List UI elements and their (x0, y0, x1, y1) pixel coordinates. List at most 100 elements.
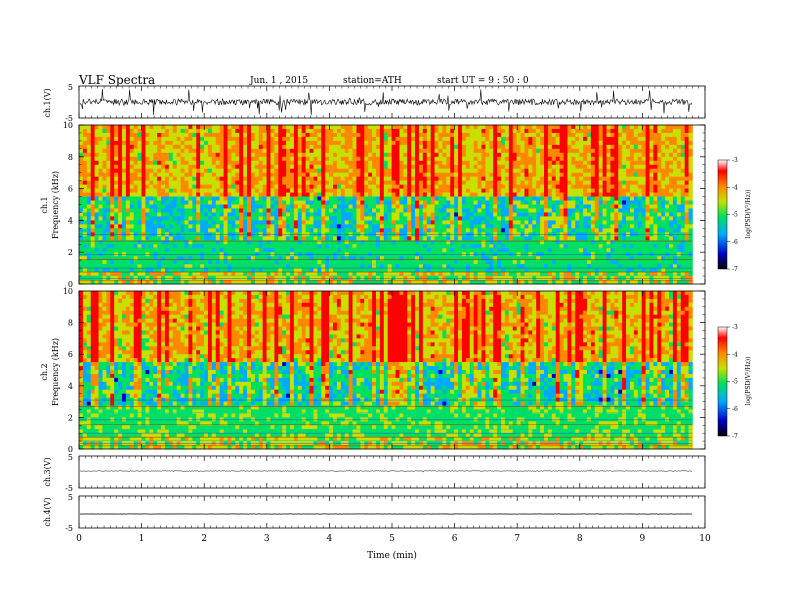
spectrogram-cell (387, 240, 392, 245)
spectrogram-cell (579, 240, 584, 245)
spectrogram-cell (516, 180, 521, 185)
spectrogram-cell (379, 144, 385, 150)
spectrogram-cell (344, 240, 349, 245)
spectrogram-cell (153, 148, 158, 154)
spectrogram-cell (438, 172, 443, 177)
spectrogram-cell (672, 180, 678, 185)
spectrogram-cell (90, 168, 95, 173)
spectrogram-cell (403, 188, 408, 193)
spectrogram-cell (516, 220, 521, 225)
spectrogram-cell (407, 196, 412, 201)
spectrogram-cell (114, 168, 119, 173)
spectrogram-cell (516, 176, 521, 181)
spectrogram-cell (399, 172, 404, 177)
spectrogram-cell (321, 212, 326, 217)
spectrogram-cell (329, 248, 334, 253)
spectrogram-cell (504, 224, 510, 229)
spectrogram-cell (192, 220, 197, 225)
spectrogram-cell (594, 156, 599, 162)
spectrogram-cell (680, 228, 685, 233)
spectrogram-cell (274, 164, 279, 170)
spectrogram-cell (329, 204, 334, 209)
spectrogram-cell (141, 136, 146, 142)
spectrogram-cell (278, 152, 283, 158)
spectrogram-cell (594, 144, 599, 150)
spectrogram-cell (684, 164, 689, 170)
spectrogram-cell (79, 200, 84, 205)
spectrogram-cell (118, 164, 123, 170)
spectrogram-cell (524, 156, 529, 162)
spectrogram-cell (344, 160, 349, 166)
spectrogram-cell (458, 224, 463, 229)
spectrogram-cell (434, 180, 439, 185)
spectrogram-cell (258, 152, 263, 158)
spectrogram-cell (543, 180, 549, 185)
spectrogram-cell (536, 184, 541, 189)
spectrogram-cell (672, 148, 678, 154)
spectrogram-cell (520, 212, 525, 217)
spectrogram-cell (235, 132, 240, 138)
spectrogram-cell (172, 180, 177, 185)
spectrogram-cell (567, 192, 572, 197)
spectrogram-cell (94, 192, 99, 197)
spectrogram-cell (481, 220, 486, 225)
spectrogram-cell (477, 196, 482, 201)
spectrogram-cell (579, 244, 584, 249)
spectrogram-cell (594, 184, 599, 189)
spectrogram-cell (379, 224, 385, 229)
spectrogram-cell (649, 152, 654, 158)
spectrogram-cell (395, 164, 400, 170)
spectrogram-cell (200, 240, 205, 245)
spectrogram-cell (254, 180, 260, 185)
spectrogram-cell (610, 216, 615, 221)
spectrogram-cell (426, 224, 431, 229)
spectrogram-cell (141, 236, 146, 241)
spectrogram-cell (192, 140, 197, 146)
spectrogram-cell (164, 172, 170, 177)
spectrogram-cell (477, 176, 482, 181)
spectrogram-cell (446, 136, 451, 142)
spectrogram-cell (125, 200, 131, 205)
spectrogram-cell (129, 172, 135, 177)
spectrogram-cell (375, 184, 381, 189)
spectrogram-cell (168, 140, 174, 146)
spectrogram-cell (258, 212, 263, 217)
spectrogram-cell (446, 204, 451, 209)
spectrogram-cell (680, 132, 685, 138)
spectrogram-cell (602, 192, 607, 197)
spectrogram-cell (125, 192, 131, 197)
spectrogram-cell (282, 184, 287, 189)
spectrogram-cell (516, 196, 521, 201)
spectrogram-cell (442, 184, 447, 189)
spectrogram-cell (313, 164, 318, 170)
spectrogram-cell (329, 140, 334, 146)
spectrogram-cell (633, 152, 639, 158)
spectrogram-cell (657, 156, 662, 162)
spectrogram-cell (543, 220, 549, 225)
spectrogram-cell (129, 132, 135, 138)
spectrogram-cell (250, 248, 256, 253)
spectrogram-cell (137, 160, 142, 166)
spectrogram-cell (332, 220, 338, 225)
spectrogram-cell (403, 156, 408, 162)
spectrogram-cell (200, 224, 205, 229)
spectrogram-cell (649, 172, 654, 177)
spectrogram-cell (207, 156, 213, 162)
spectrogram-cell (200, 132, 205, 138)
spectrogram-cell (180, 208, 185, 213)
spectrogram-cell (305, 212, 310, 217)
spectrogram-cell (200, 125, 205, 130)
spectrogram-cell (239, 200, 244, 205)
spectrogram-cell (141, 184, 146, 189)
spectrogram-cell (157, 184, 162, 189)
spectrogram-cell (563, 192, 568, 197)
spectrogram-cell (192, 132, 197, 138)
spectrogram-cell (626, 240, 631, 245)
spectrogram-cell (583, 184, 588, 189)
spectrogram-cell (235, 212, 240, 217)
spectrogram-cell (137, 240, 142, 245)
spectrogram-cell (450, 196, 455, 201)
spectrogram-cell (575, 236, 580, 241)
spectrogram-cell (501, 188, 506, 193)
spectrogram-cell (555, 148, 560, 154)
